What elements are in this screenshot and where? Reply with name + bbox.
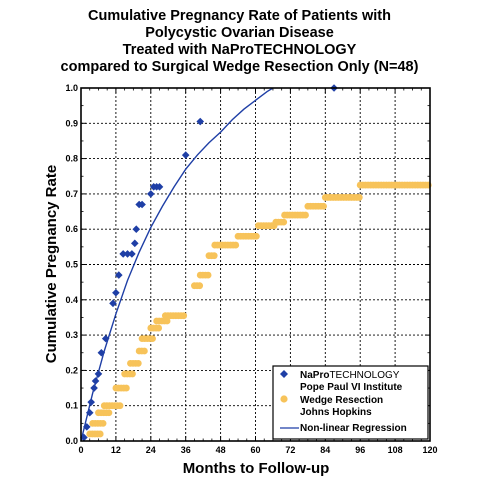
- x-tick-label: 36: [181, 445, 191, 455]
- y-tick-label: 0.7: [65, 189, 78, 199]
- title-line-3: Treated with NaProTECHNOLOGY: [122, 42, 357, 58]
- y-tick-label: 0.0: [65, 436, 78, 446]
- napro-point: [181, 151, 190, 159]
- napro-point: [131, 239, 139, 248]
- wedge-point: [302, 211, 309, 219]
- title-line-2: Polycystic Ovarian Disease: [145, 25, 334, 41]
- napro-point: [119, 250, 127, 258]
- x-tick-label: 48: [216, 445, 226, 455]
- title-line-4: compared to Surgical Wedge Resection Onl…: [60, 59, 419, 75]
- wedge-point: [196, 282, 204, 290]
- y-tick-label: 0.5: [65, 260, 78, 270]
- y-tick-label: 0.4: [65, 295, 78, 305]
- y-tick-label: 0.3: [65, 330, 78, 340]
- wedge-point: [163, 317, 171, 325]
- napro-point: [94, 370, 103, 378]
- wedge-point: [180, 312, 188, 320]
- napro-series: [80, 84, 338, 442]
- legend-regression-label: Non-linear Regression: [300, 423, 407, 434]
- wedge-point: [129, 370, 136, 378]
- wedge-point: [116, 402, 124, 410]
- legend-wedge-label: Wedge Resection: [300, 395, 383, 406]
- legend: NaProTECHNOLOGY Pope Paul VI Institute W…: [272, 365, 429, 440]
- y-tick-label: 0.6: [65, 224, 78, 234]
- plot-frame: [80, 87, 431, 442]
- wedge-point: [252, 232, 260, 240]
- napro-point: [155, 183, 164, 191]
- title-line-1: Cumulative Pregnancy Rate of Patients wi…: [88, 8, 391, 24]
- legend-napro-marker: [280, 370, 288, 378]
- x-tick-label: 72: [285, 445, 295, 455]
- y-tick-label: 0.8: [65, 154, 78, 164]
- legend-napro-bold: NaPro: [300, 370, 329, 381]
- y-axis-title: Cumulative Pregnancy Rate: [43, 165, 60, 363]
- napro-point: [123, 250, 132, 258]
- legend-box: [272, 365, 429, 440]
- napro-point: [112, 288, 120, 297]
- wedge-point: [155, 324, 163, 332]
- napro-point: [83, 423, 91, 431]
- wedge-point: [134, 359, 142, 367]
- legend-wedge-institute: Johns Hopkins: [300, 407, 372, 418]
- y-tick-label: 1.0: [65, 83, 78, 93]
- wedge-point: [99, 419, 107, 427]
- wedge-point: [122, 384, 130, 392]
- napro-point: [97, 348, 106, 357]
- wedge-point: [210, 252, 218, 260]
- x-axis-title: Months to Follow-up: [183, 460, 330, 477]
- wedge-point: [355, 194, 363, 201]
- legend-napro-institute: Pope Paul VI Institute: [300, 382, 403, 393]
- napro-point: [128, 250, 136, 258]
- wedge-point: [96, 430, 104, 438]
- grid-lines: [81, 88, 430, 441]
- y-tick-label: 0.2: [65, 365, 78, 375]
- napro-point: [85, 408, 94, 417]
- napro-point: [109, 299, 117, 308]
- wedge-point: [204, 271, 212, 279]
- napro-point: [90, 384, 98, 392]
- napro-point: [80, 433, 88, 442]
- y-tick-label: 0.9: [65, 118, 78, 128]
- x-tick-label: 12: [111, 445, 121, 455]
- napro-point: [196, 117, 205, 126]
- napro-point: [101, 334, 110, 343]
- x-tick-label: 24: [146, 445, 156, 455]
- wedge-point: [141, 347, 148, 355]
- napro-point: [115, 271, 123, 279]
- napro-point: [147, 190, 155, 198]
- x-tick-label: 84: [320, 445, 330, 455]
- x-tick-label: 120: [422, 445, 437, 455]
- napro-point: [91, 377, 100, 385]
- x-tick-label: 0: [78, 445, 83, 455]
- chart-title: Cumulative Pregnancy Rate of Patients wi…: [0, 8, 479, 76]
- y-tick-label: 0.1: [65, 401, 78, 411]
- wedge-resection-series: [86, 181, 432, 438]
- wedge-point: [149, 335, 156, 343]
- napro-point: [132, 225, 141, 233]
- regression-line: [80, 87, 274, 442]
- napro-point: [87, 398, 95, 406]
- x-tick-label: 60: [250, 445, 260, 455]
- x-tick-label: 96: [355, 445, 365, 455]
- wedge-point: [232, 241, 240, 249]
- legend-napro-label: NaProTECHNOLOGY: [300, 370, 400, 381]
- wedge-point: [105, 409, 113, 417]
- legend-napro-rest: TECHNOLOGY: [329, 370, 399, 381]
- wedge-point: [320, 202, 327, 210]
- x-tick-label: 108: [388, 445, 403, 455]
- wedge-point: [280, 218, 288, 226]
- napro-point: [138, 200, 146, 209]
- legend-wedge-marker: [280, 395, 288, 403]
- regression-curve: [80, 87, 274, 442]
